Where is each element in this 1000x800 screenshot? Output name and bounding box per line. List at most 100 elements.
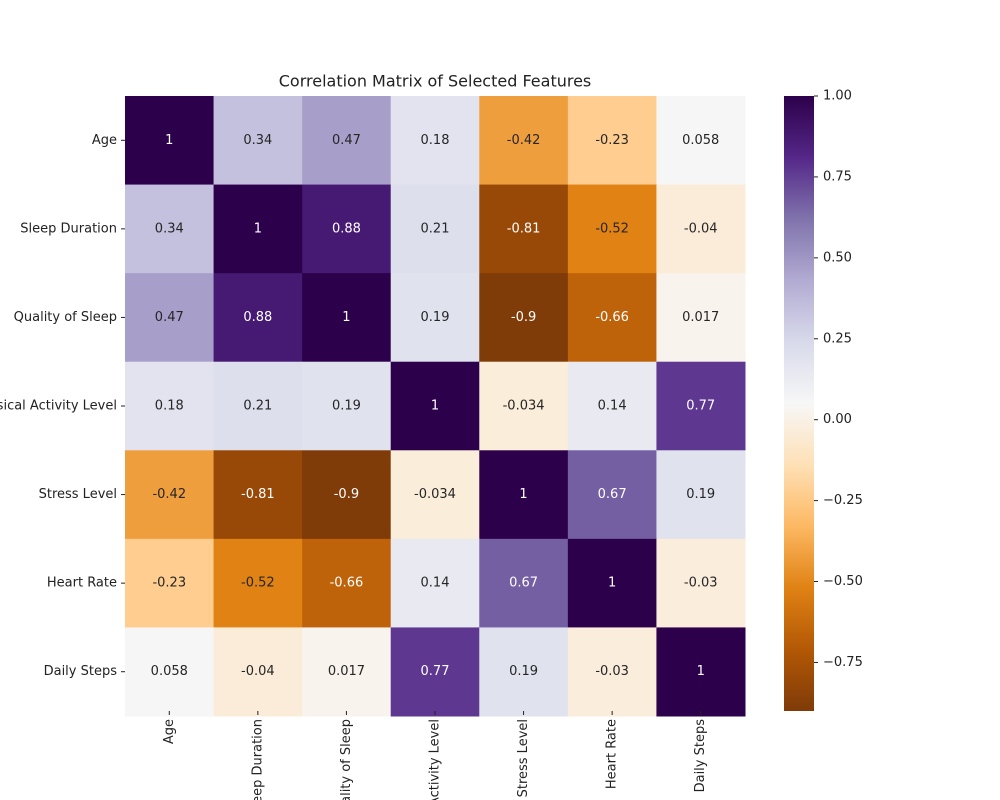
heatmap-cell <box>479 627 569 717</box>
heatmap-cell <box>656 361 746 451</box>
cell-label: -0.03 <box>684 576 718 591</box>
colorbar-tick-label: −0.25 <box>823 493 863 508</box>
heatmap-cell <box>479 450 569 540</box>
cell-label: -0.9 <box>511 310 536 325</box>
heatmap-cell <box>213 450 303 540</box>
heatmap-cell <box>656 273 746 363</box>
colorbar-tick-label: 1.00 <box>823 89 852 104</box>
heatmap-cell <box>302 96 392 186</box>
cell-label: -0.23 <box>595 133 629 148</box>
y-tick-label: Heart Rate <box>47 576 117 591</box>
cell-label: 0.47 <box>155 310 184 325</box>
cell-label: 1 <box>165 133 173 148</box>
cell-label: -0.81 <box>507 221 541 236</box>
heatmap-cell <box>567 361 657 451</box>
heatmap-cell <box>390 538 480 628</box>
heatmap-cell <box>213 538 303 628</box>
x-tick-label: Quality of Sleep <box>339 719 354 800</box>
cell-label: 0.017 <box>328 664 365 679</box>
cell-label: -0.03 <box>595 664 629 679</box>
cell-label: -0.52 <box>241 576 275 591</box>
cell-label: -0.04 <box>684 221 718 236</box>
heatmap-cell <box>125 450 215 540</box>
y-tick-label: Physical Activity Level <box>0 399 117 414</box>
cell-label: -0.034 <box>414 487 456 502</box>
heatmap-cell <box>567 273 657 363</box>
cell-label: 1 <box>342 310 350 325</box>
cell-label: 0.47 <box>332 133 361 148</box>
cell-label: -0.66 <box>330 576 364 591</box>
cell-label: -0.42 <box>152 487 186 502</box>
cell-label: 0.67 <box>509 576 538 591</box>
x-tick-label: Heart Rate <box>605 719 620 789</box>
cell-label: -0.66 <box>595 310 629 325</box>
cell-label: 0.058 <box>151 664 188 679</box>
y-tick-label: Age <box>92 133 117 148</box>
cell-label: -0.23 <box>152 576 186 591</box>
heatmap-cell <box>656 96 746 186</box>
x-tick-label: Age <box>162 719 177 744</box>
cell-label: -0.9 <box>334 487 359 502</box>
y-tick-label: Quality of Sleep <box>14 310 117 325</box>
cell-label: 0.77 <box>686 399 715 414</box>
cell-label: 1 <box>608 576 616 591</box>
heatmap-cell <box>390 96 480 186</box>
heatmap-cell <box>567 450 657 540</box>
cell-label: 0.77 <box>421 664 450 679</box>
heatmap-cell <box>213 273 303 363</box>
heatmap-cell <box>479 538 569 628</box>
heatmap-cell <box>479 273 569 363</box>
cell-label: 1 <box>519 487 527 502</box>
cell-label: 0.21 <box>421 221 450 236</box>
y-tick-label: Stress Level <box>39 487 117 502</box>
cell-label: 0.14 <box>421 576 450 591</box>
heatmap-cell <box>479 361 569 451</box>
cell-label: 0.017 <box>682 310 719 325</box>
y-tick-label: Daily Steps <box>44 664 118 679</box>
heatmap-cell <box>213 361 303 451</box>
y-tick-label: Sleep Duration <box>20 221 117 236</box>
heatmap-cell <box>125 361 215 451</box>
cell-label: -0.04 <box>241 664 275 679</box>
heatmap-cell <box>567 538 657 628</box>
heatmap-cell <box>567 96 657 186</box>
heatmap-cell <box>567 627 657 717</box>
heatmap-cell <box>390 361 480 451</box>
heatmap-cell <box>302 450 392 540</box>
heatmap-cell <box>302 273 392 363</box>
heatmap-cell <box>656 450 746 540</box>
heatmap-cell <box>390 273 480 363</box>
heatmap-cell <box>390 450 480 540</box>
cell-label: 0.18 <box>421 133 450 148</box>
cell-label: 0.058 <box>682 133 719 148</box>
cell-label: 0.21 <box>243 399 272 414</box>
heatmap-cell <box>302 184 392 274</box>
chart-title: Correlation Matrix of Selected Features <box>279 72 592 91</box>
colorbar <box>784 96 814 711</box>
colorbar-tick-label: 0.50 <box>823 250 852 265</box>
x-tick-label: Physical Activity Level <box>428 719 443 800</box>
cell-label: 0.88 <box>332 221 361 236</box>
cell-label: 1 <box>254 221 262 236</box>
heatmap-cell <box>125 96 215 186</box>
cell-label: 1 <box>431 399 439 414</box>
x-tick-label: Stress Level <box>516 719 531 797</box>
cell-label: -0.81 <box>241 487 275 502</box>
heatmap-cell <box>213 96 303 186</box>
cell-label: 0.34 <box>155 221 184 236</box>
cell-label: 1 <box>697 664 705 679</box>
heatmap-cell <box>479 184 569 274</box>
colorbar-tick-label: 0.75 <box>823 169 852 184</box>
x-tick-label: Daily Steps <box>693 719 708 793</box>
cell-label: -0.52 <box>595 221 629 236</box>
cell-label: 0.14 <box>598 399 627 414</box>
heatmap-cell <box>390 184 480 274</box>
cell-label: 0.88 <box>243 310 272 325</box>
cell-label: -0.034 <box>503 399 545 414</box>
cell-label: -0.42 <box>507 133 541 148</box>
cell-label: 0.19 <box>686 487 715 502</box>
heatmap-cell <box>213 627 303 717</box>
colorbar-tick-label: −0.50 <box>823 574 863 589</box>
heatmap-cell <box>656 538 746 628</box>
